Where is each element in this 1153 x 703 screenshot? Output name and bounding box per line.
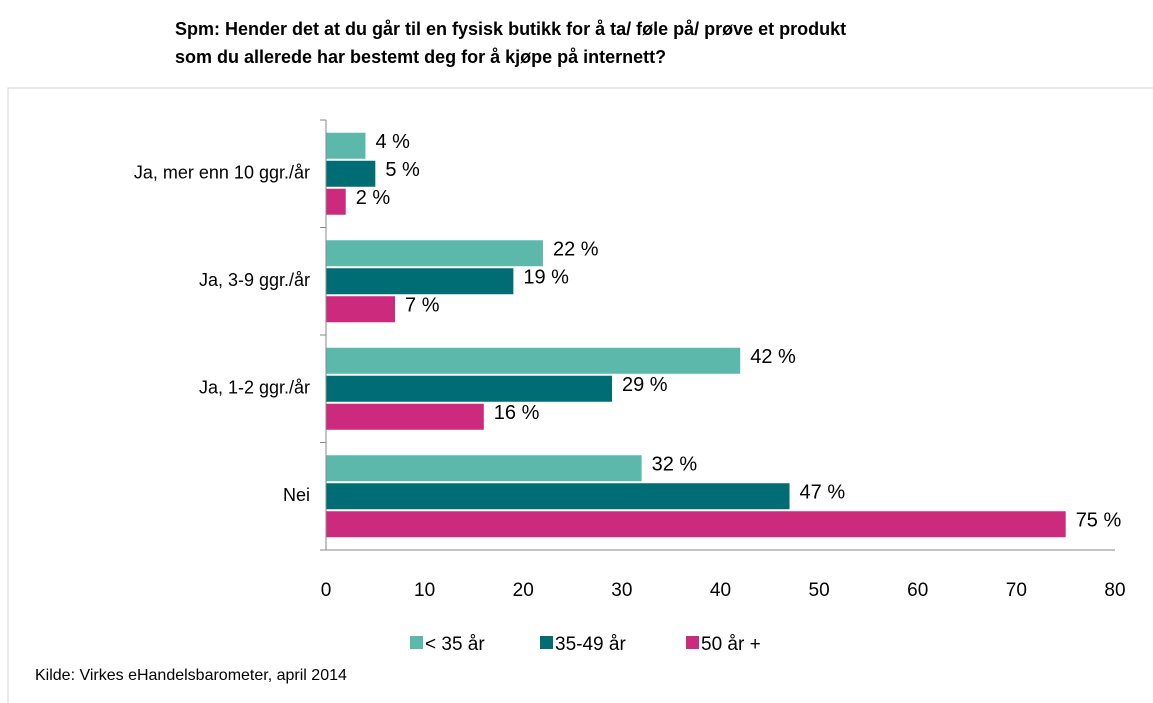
bar bbox=[326, 483, 790, 510]
value-label: 7 % bbox=[405, 295, 440, 317]
bar bbox=[326, 511, 1066, 538]
frame bbox=[7, 87, 1153, 703]
bar bbox=[326, 375, 613, 402]
value-label: 75 % bbox=[1076, 510, 1122, 532]
bar bbox=[326, 268, 514, 295]
value-label: 47 % bbox=[800, 482, 846, 504]
bar bbox=[326, 403, 484, 430]
x-tick-label: 60 bbox=[907, 580, 928, 601]
bar bbox=[326, 347, 741, 374]
legend-swatch bbox=[540, 636, 553, 649]
value-label: 29 % bbox=[622, 374, 668, 396]
value-label: 32 % bbox=[652, 454, 698, 476]
chart-title: som du allerede har bestemt deg for å kj… bbox=[175, 47, 666, 67]
x-tick-label: 10 bbox=[414, 580, 435, 601]
x-tick-label: 40 bbox=[710, 580, 731, 601]
bar bbox=[326, 240, 543, 267]
source: Kilde: Virkes eHandelsbarometer, april 2… bbox=[35, 667, 347, 684]
chart-title: Spm: Hender det at du går til en fysisk … bbox=[175, 19, 846, 39]
x-tick-label: 20 bbox=[513, 580, 534, 601]
category-label: Ja, 3-9 ggr./år bbox=[199, 270, 310, 290]
x-tick-label: 80 bbox=[1104, 580, 1125, 601]
x-tick-label: 30 bbox=[611, 580, 632, 601]
legend-label: 35-49 år bbox=[555, 634, 626, 655]
bar bbox=[326, 160, 376, 187]
value-label: 42 % bbox=[750, 346, 796, 368]
category-label: Ja, mer enn 10 ggr./år bbox=[134, 163, 310, 183]
value-label: 4 % bbox=[375, 131, 410, 153]
x-tick-label: 70 bbox=[1006, 580, 1027, 601]
bar bbox=[326, 132, 366, 159]
bar bbox=[326, 188, 346, 215]
bar bbox=[326, 455, 642, 482]
bar bbox=[326, 296, 396, 323]
x-tick-label: 50 bbox=[809, 580, 830, 601]
legend-label: 50 år + bbox=[701, 634, 761, 655]
value-label: 19 % bbox=[523, 267, 569, 289]
value-label: 22 % bbox=[553, 239, 599, 261]
legend-swatch bbox=[410, 636, 423, 649]
category-label: Ja, 1-2 ggr./år bbox=[199, 378, 310, 398]
legend-label: < 35 år bbox=[425, 634, 485, 655]
legend-swatch bbox=[686, 636, 699, 649]
value-label: 5 % bbox=[385, 159, 420, 181]
x-tick-label: 0 bbox=[321, 580, 332, 601]
value-label: 2 % bbox=[356, 187, 391, 209]
value-label: 16 % bbox=[494, 402, 540, 424]
category-label: Nei bbox=[283, 485, 310, 505]
